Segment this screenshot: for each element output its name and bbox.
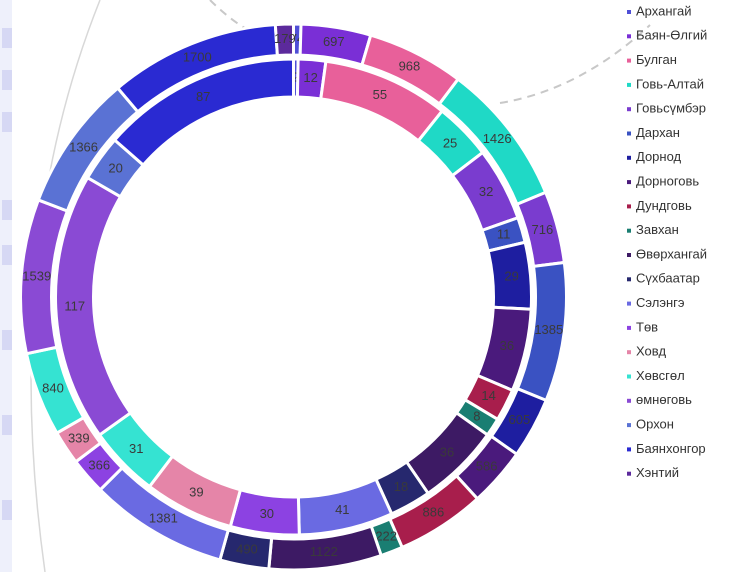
value-label: 840 [42,380,64,395]
legend-swatch [627,423,631,428]
legend-label: Дархан [636,125,680,140]
value-label: 14 [481,388,495,403]
value-label: 1381 [149,511,178,526]
value-label: 41 [335,502,349,517]
legend-label: Дундговь [636,198,692,213]
legend-swatch [627,58,631,63]
value-label: 1366 [69,139,98,154]
value-label: 366 [88,457,110,472]
legend-swatch [627,374,631,379]
value-label: 179 [274,31,296,46]
legend-swatch [627,82,631,87]
legend-swatch [627,277,631,282]
legend-label: Төв [636,319,658,334]
legend-label: Хэнтий [636,465,679,480]
legend-swatch [627,107,631,112]
value-label: 2 [292,69,299,84]
legend-label: Хөвсгөл [636,368,685,383]
legend-swatch [627,325,631,330]
value-label: 117 [64,299,85,314]
ring-segment [273,22,295,58]
legend-swatch [627,131,631,136]
legend-label: Говь-Алтай [636,76,704,91]
value-label: 32 [479,184,493,199]
value-label: 586 [476,459,498,474]
legend-swatch [627,447,631,452]
legend-swatch [627,471,631,476]
value-label: 1700 [183,50,212,65]
value-label: 1385 [534,322,563,337]
legend-label: Говьсүмбэр [636,101,706,116]
value-label: 339 [68,431,90,446]
legend-label: Баянхонгор [636,441,706,456]
legend-label: Ховд [636,344,667,359]
value-label: 605 [508,412,530,427]
value-label: 29 [504,269,518,284]
value-label: 25 [443,135,457,150]
legend-label: өмнөговь [636,392,692,407]
legend-swatch [627,204,631,209]
value-label: 39 [189,485,203,500]
legend-swatch [627,155,631,160]
value-label: 8 [473,408,480,423]
legend-label: Баян-Өлгий [636,28,707,43]
value-label: 31 [129,441,143,456]
rings: 74 69796814267161385605586886222112249013… [19,22,568,572]
legend-label: Булган [636,52,677,67]
value-label: 20 [108,161,122,176]
legend-swatch [627,228,631,233]
value-label: 968 [399,59,421,74]
value-label: 11 [497,227,511,242]
legend-label: Сүхбаатар [636,271,700,286]
legend: Архангай Баян-Өлгий Булган Говь-Алтай Говьсү… [627,3,707,480]
legend-swatch [627,180,631,185]
value-label: 18 [394,479,408,494]
legend-label: Архангай [636,3,691,18]
value-label: 1539 [22,269,51,284]
value-label: 55 [373,87,387,102]
legend-swatch [627,398,631,403]
value-label: 1426 [483,131,512,146]
value-label: 36 [500,338,514,353]
legend-label: Дорноговь [636,174,699,189]
legend-swatch [627,350,631,355]
value-label: 222 [375,529,397,544]
value-label: 886 [423,505,445,520]
decor-dash [499,24,651,104]
legend-label: Сэлэнгэ [636,295,685,310]
legend-swatch [627,34,631,39]
value-label: 30 [260,506,274,521]
ring-segment [112,57,295,168]
legend-swatch [627,10,631,14]
legend-label: Орхон [636,417,674,432]
legend-swatch [627,301,631,306]
side-panel [0,0,12,572]
legend-label: Өвөрхангай [636,246,707,261]
legend-swatch [627,253,631,257]
value-label: 716 [531,222,553,237]
legend-label: Завхан [636,222,679,237]
value-label: 490 [236,542,258,557]
value-label: 1122 [310,544,338,559]
legend-label: Дорнод [636,149,682,164]
value-label: 87 [196,89,210,104]
value-label: 697 [323,34,345,49]
value-label: 12 [303,70,317,85]
decor-dash [209,0,271,41]
value-label: 36 [440,445,454,460]
